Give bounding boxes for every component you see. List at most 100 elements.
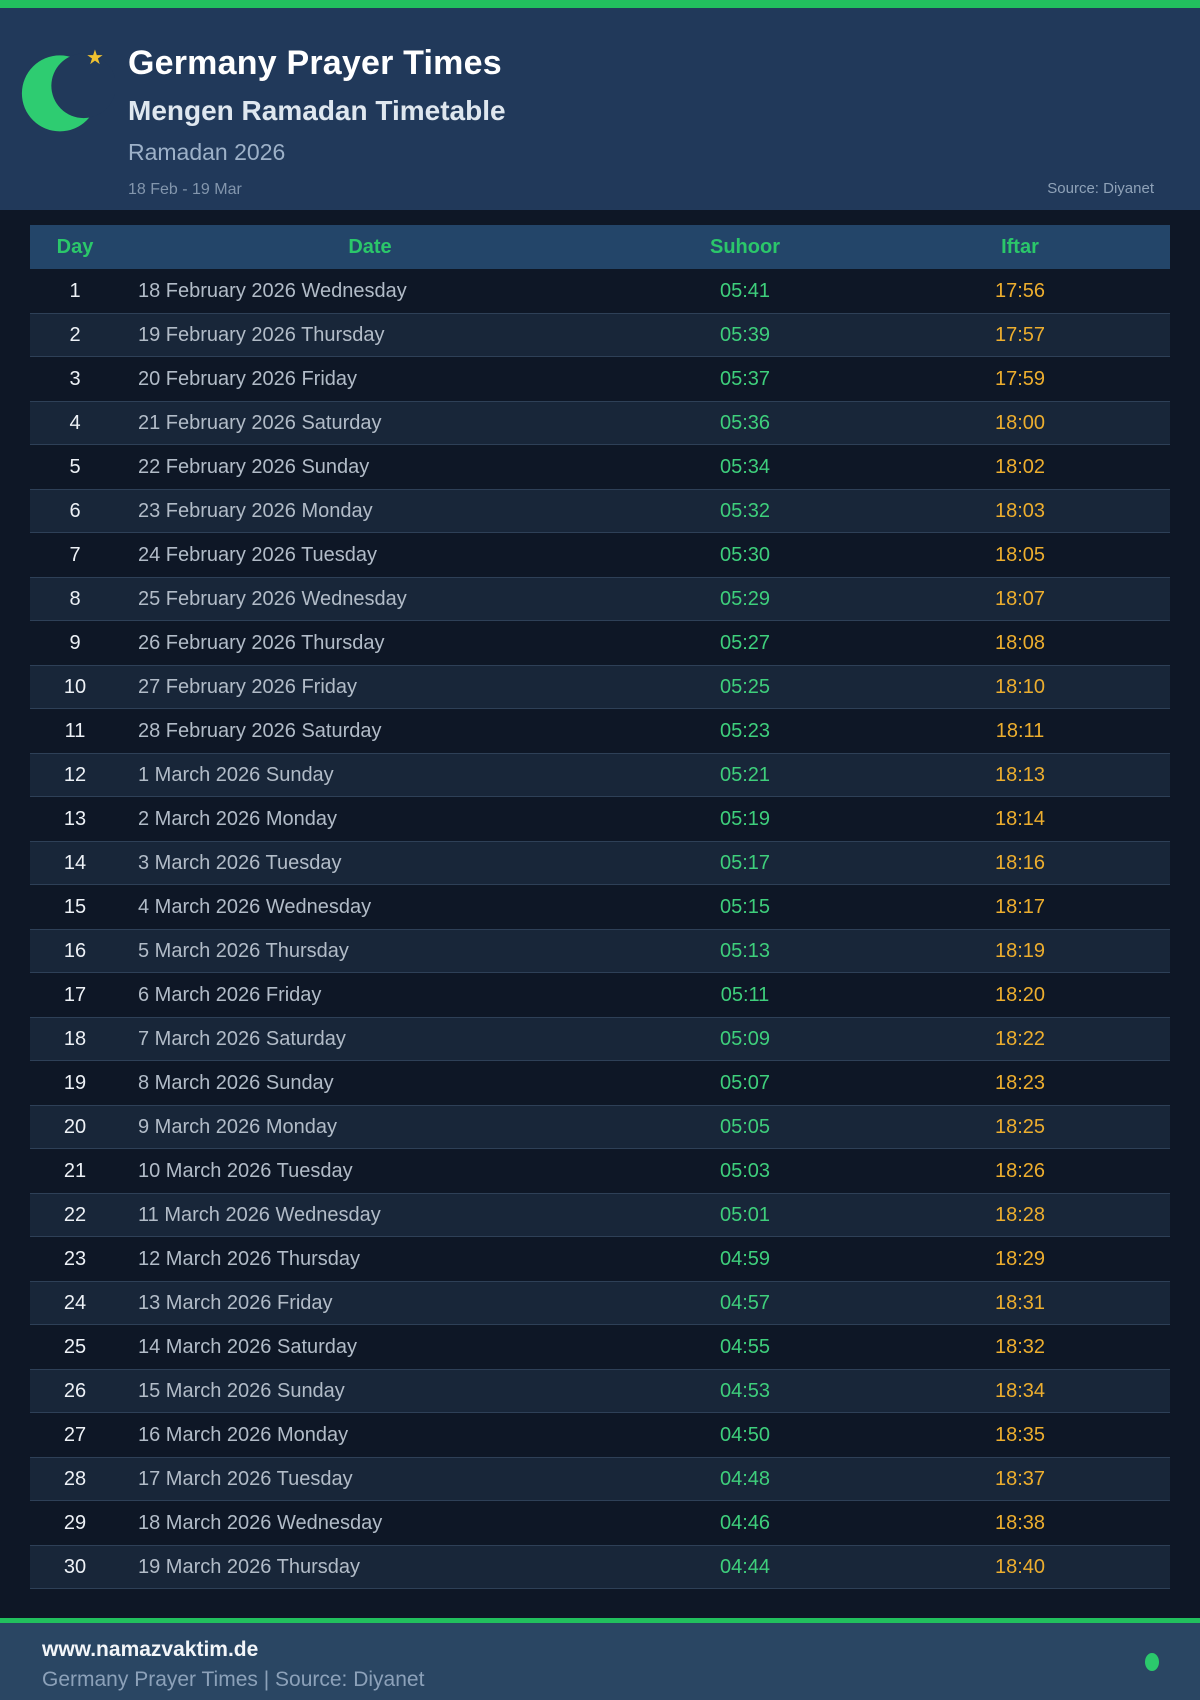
day-cell: 13: [63, 807, 87, 830]
iftar-cell: 18:22: [994, 1027, 1046, 1050]
table-row: 17 6 March 2026 Friday 05:11 18:20: [30, 973, 1170, 1017]
iftar-cell: 18:10: [994, 675, 1046, 698]
date-cell: 13 March 2026 Friday: [138, 1291, 333, 1314]
day-cell: 10: [63, 675, 87, 698]
page-header: ★ Germany Prayer Times Mengen Ramadan Ti…: [0, 8, 1200, 210]
suhoor-cell: 05:05: [719, 1115, 771, 1138]
table-row: 20 9 March 2026 Monday 05:05 18:25: [30, 1105, 1170, 1149]
suhoor-cell: 05:23: [719, 719, 771, 742]
date-cell: 19 February 2026 Thursday: [138, 323, 385, 346]
suhoor-cell: 05:37: [719, 367, 771, 390]
day-cell: 1: [69, 279, 81, 302]
day-cell: 23: [63, 1247, 87, 1270]
timetable: Day Date Suhoor Iftar 1 18 February 2026…: [30, 225, 1170, 1589]
suhoor-cell: 05:36: [719, 411, 771, 434]
date-cell: 15 March 2026 Sunday: [138, 1379, 345, 1402]
table-row: 26 15 March 2026 Sunday 04:53 18:34: [30, 1369, 1170, 1413]
date-cell: 26 February 2026 Thursday: [138, 631, 385, 654]
website-url: www.namazvaktim.de: [42, 1638, 259, 1661]
date-cell: 17 March 2026 Tuesday: [138, 1467, 353, 1490]
table-row: 28 17 March 2026 Tuesday 04:48 18:37: [30, 1457, 1170, 1501]
day-cell: 2: [69, 323, 81, 346]
suhoor-cell: 05:32: [719, 499, 771, 522]
date-cell: 25 February 2026 Wednesday: [138, 587, 407, 610]
iftar-cell: 18:29: [994, 1247, 1046, 1270]
day-cell: 6: [69, 499, 81, 522]
footer-tagline: Germany Prayer Times | Source: Diyanet: [42, 1668, 425, 1691]
table-row: 23 12 March 2026 Thursday 04:59 18:29: [30, 1237, 1170, 1281]
suhoor-cell: 05:29: [719, 587, 771, 610]
star-icon: ★: [86, 47, 104, 69]
iftar-cell: 18:38: [994, 1511, 1046, 1534]
table-body: 1 18 February 2026 Wednesday 05:41 17:56…: [30, 269, 1170, 1589]
table-row: 8 25 February 2026 Wednesday 05:29 18:07: [30, 577, 1170, 621]
date-cell: 16 March 2026 Monday: [138, 1423, 349, 1446]
suhoor-cell: 05:15: [719, 895, 771, 918]
date-cell: 27 February 2026 Friday: [138, 675, 358, 698]
day-cell: 14: [63, 851, 87, 874]
day-cell: 28: [63, 1467, 87, 1490]
day-cell: 30: [63, 1555, 87, 1578]
date-cell: 20 February 2026 Friday: [138, 367, 358, 390]
date-cell: 10 March 2026 Tuesday: [138, 1159, 353, 1182]
day-cell: 8: [69, 587, 81, 610]
suhoor-cell: 04:57: [719, 1291, 771, 1314]
iftar-cell: 17:59: [994, 367, 1046, 390]
date-range-label: 18 Feb - 19 Mar: [128, 181, 242, 198]
iftar-cell: 18:08: [994, 631, 1046, 654]
source-label: Source: Diyanet: [1047, 180, 1154, 197]
suhoor-cell: 05:07: [719, 1071, 771, 1094]
date-cell: 23 February 2026 Monday: [138, 499, 373, 522]
day-cell: 5: [69, 455, 81, 478]
day-cell: 19: [63, 1071, 87, 1094]
table-row: 9 26 February 2026 Thursday 05:27 18:08: [30, 621, 1170, 665]
date-cell: 18 March 2026 Wednesday: [138, 1511, 383, 1534]
table-row: 14 3 March 2026 Tuesday 05:17 18:16: [30, 841, 1170, 885]
date-cell: 14 March 2026 Saturday: [138, 1335, 358, 1358]
suhoor-cell: 05:03: [719, 1159, 771, 1182]
date-cell: 19 March 2026 Thursday: [138, 1555, 360, 1578]
green-dot-icon: [1145, 1652, 1159, 1671]
table-row: 16 5 March 2026 Thursday 05:13 18:19: [30, 929, 1170, 973]
table-row: 29 18 March 2026 Wednesday 04:46 18:38: [30, 1501, 1170, 1545]
table-row: 19 8 March 2026 Sunday 05:07 18:23: [30, 1061, 1170, 1105]
suhoor-cell: 04:44: [719, 1555, 771, 1578]
iftar-cell: 18:25: [994, 1115, 1046, 1138]
date-cell: 12 March 2026 Thursday: [138, 1247, 360, 1270]
iftar-cell: 18:35: [994, 1423, 1046, 1446]
table-row: 13 2 March 2026 Monday 05:19 18:14: [30, 797, 1170, 841]
table-row: 27 16 March 2026 Monday 04:50 18:35: [30, 1413, 1170, 1457]
iftar-cell: 18:20: [994, 983, 1046, 1006]
date-cell: 8 March 2026 Sunday: [138, 1071, 334, 1094]
suhoor-cell: 04:59: [719, 1247, 771, 1270]
table-row: 30 19 March 2026 Thursday 04:44 18:40: [30, 1545, 1170, 1589]
day-cell: 9: [69, 631, 81, 654]
suhoor-cell: 05:41: [719, 279, 771, 302]
column-header-suhoor: Suhoor: [710, 235, 780, 258]
day-cell: 12: [63, 763, 87, 786]
suhoor-cell: 05:21: [719, 763, 771, 786]
day-cell: 29: [63, 1511, 87, 1534]
day-cell: 18: [63, 1027, 87, 1050]
day-cell: 21: [63, 1159, 87, 1182]
day-cell: 16: [63, 939, 87, 962]
page-subtitle: Mengen Ramadan Timetable: [128, 95, 506, 126]
table-row: 3 20 February 2026 Friday 05:37 17:59: [30, 357, 1170, 401]
day-cell: 11: [64, 719, 86, 742]
suhoor-cell: 05:25: [719, 675, 771, 698]
suhoor-cell: 05:11: [720, 983, 770, 1006]
day-cell: 15: [63, 895, 87, 918]
date-cell: 6 March 2026 Friday: [138, 983, 322, 1006]
date-cell: 22 February 2026 Sunday: [138, 455, 370, 478]
day-cell: 17: [63, 983, 87, 1006]
day-cell: 24: [63, 1291, 87, 1314]
date-cell: 1 March 2026 Sunday: [138, 763, 334, 786]
footer-accent-bar: [0, 1618, 1200, 1623]
table-row: 11 28 February 2026 Saturday 05:23 18:11: [30, 709, 1170, 753]
suhoor-cell: 05:09: [719, 1027, 771, 1050]
iftar-cell: 18:19: [994, 939, 1046, 962]
suhoor-cell: 05:19: [719, 807, 771, 830]
table-row: 21 10 March 2026 Tuesday 05:03 18:26: [30, 1149, 1170, 1193]
top-accent-bar: [0, 0, 1200, 8]
iftar-cell: 18:11: [995, 719, 1045, 742]
